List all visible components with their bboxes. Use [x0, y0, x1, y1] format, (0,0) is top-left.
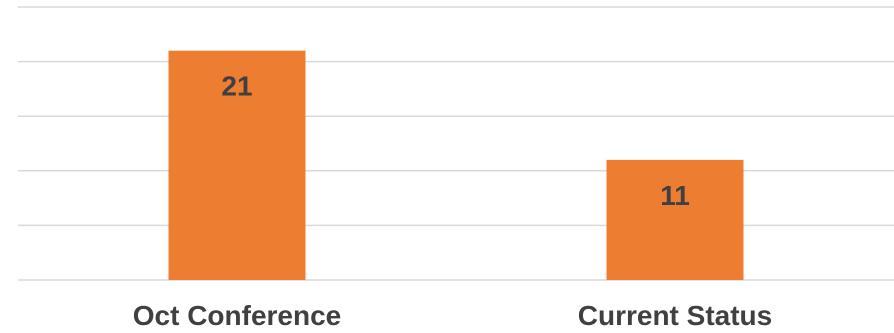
data-label: 21 [221, 71, 252, 102]
category-label: Oct Conference [133, 300, 342, 331]
category-labels: Oct Conference Current Status [133, 300, 772, 331]
bar-oct-conference [168, 50, 306, 281]
bar-current-status [606, 159, 744, 280]
category-label: Current Status [578, 300, 772, 331]
data-labels: 21 11 [221, 71, 689, 211]
data-label: 11 [660, 180, 690, 211]
gridlines [18, 6, 894, 281]
bars [168, 50, 744, 281]
